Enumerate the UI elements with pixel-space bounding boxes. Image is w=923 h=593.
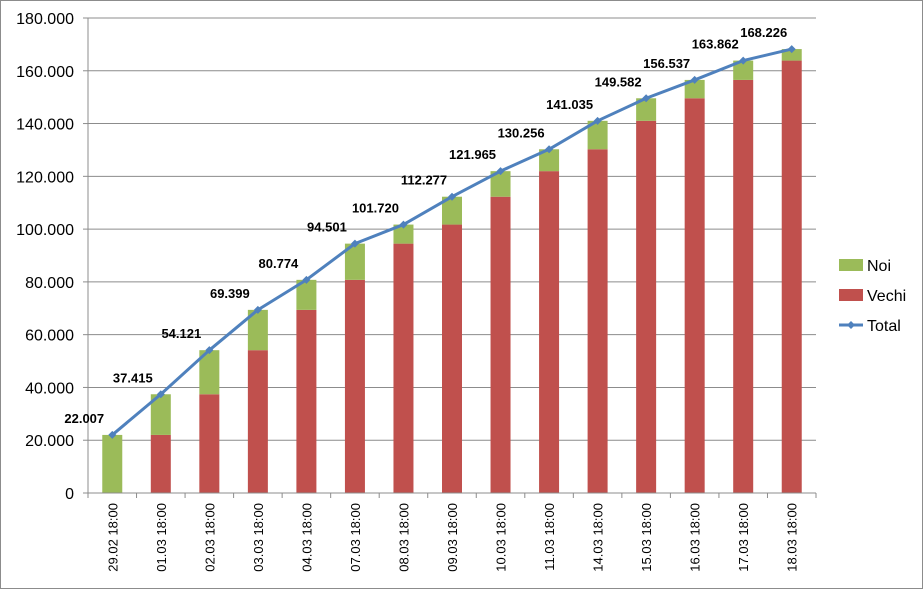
x-tick-label: 14.03 18:00 [591,503,606,572]
x-tick-label: 17.03 18:00 [736,503,751,572]
marker-total [205,346,214,355]
data-label: 94.501 [307,220,347,235]
x-tick-label: 04.03 18:00 [299,503,314,572]
legend-label-vechi: Vechi [867,288,906,305]
y-tick-label: 0 [65,486,74,503]
legend-marker-total [847,321,855,329]
bar-noi [247,309,268,351]
marker-total [399,220,408,229]
x-tick-label: 03.03 18:00 [251,503,266,572]
x-tick-label: 01.03 18:00 [154,503,169,572]
marker-total [302,275,311,284]
data-label: 54.121 [161,326,201,341]
data-label: 130.256 [498,125,545,140]
legend-swatch-noi [839,259,863,271]
bar-noi [733,60,754,80]
legend-label-total: Total [867,318,901,335]
bar-vechi [733,79,754,493]
data-label: 163.862 [692,37,739,52]
ticks-layer: 0 20.000 40.000 60.000 80.000 100.000 120.000 1… [16,11,800,572]
marker-total [448,192,456,201]
legend-label-noi: Noi [867,258,891,275]
x-tick-label: 07.03 18:00 [348,503,363,572]
bar-noi [684,79,705,99]
bar-noi [393,224,414,244]
y-tick-label: 100.000 [16,222,74,239]
legend: Noi Vechi Total [839,258,906,335]
marker-total [593,116,602,125]
y-tick-label: 40.000 [25,380,74,397]
bar-vechi [199,394,220,493]
marker-total [253,305,262,314]
bar-noi [636,98,657,121]
x-tick-label: 29.02 18:00 [105,503,120,572]
y-tick-label: 80.000 [25,275,74,292]
bar-vechi [247,350,268,493]
marker-total [350,239,359,248]
y-tick-label: 20.000 [25,433,74,450]
x-tick-label: 11.03 18:00 [542,503,557,571]
marker-total [108,430,117,439]
data-label: 112.277 [401,173,447,188]
data-label: 141.035 [546,97,593,112]
y-tick-label: 140.000 [16,117,74,134]
bar-noi [490,171,511,197]
x-tick-label: 10.03 18:00 [494,503,509,572]
x-tick-label: 18.03 18:00 [785,503,800,572]
data-label: 22.007 [64,411,104,426]
bar-vechi [539,171,560,493]
bar-vechi [442,224,462,494]
bar-noi [102,434,123,493]
data-label: 156.537 [643,56,690,71]
x-tick-label: 02.03 18:00 [202,503,217,572]
marker-total [156,390,165,399]
bar-noi [587,120,608,150]
bar-noi [781,49,802,61]
bar-vechi [587,149,608,493]
y-tick-label: 160.000 [16,64,74,81]
bar-vechi [636,120,657,493]
data-label: 69.399 [210,286,250,301]
data-label: 168.226 [740,25,787,40]
bar-noi [539,149,560,172]
legend-swatch-vechi [839,289,863,301]
data-label: 80.774 [259,256,300,271]
bar-noi [296,279,317,310]
bar-noi [199,350,220,395]
y-tick-label: 120.000 [16,169,74,186]
data-labels-layer: 22.007 37.415 54.121 69.399 80.774 94.501 101.… [64,25,787,426]
data-label: 37.415 [113,370,153,385]
y-tick-label: 60.000 [25,328,74,345]
data-label: 101.720 [352,201,399,216]
x-tick-label: 16.03 18:00 [688,503,703,572]
bar-noi [344,243,365,280]
total-line-layer [108,45,796,439]
x-tick-label: 09.03 18:00 [445,503,460,572]
marker-total [496,167,505,176]
marker-total [787,45,796,54]
marker-total [690,75,699,84]
marker-total [739,56,748,65]
x-tick-label: 15.03 18:00 [639,503,654,572]
bars-layer [102,49,802,494]
bar-noi [150,394,171,435]
y-tick-label: 180.000 [16,11,74,28]
bar-vechi [393,243,414,493]
bar-vechi [490,196,511,493]
bar-vechi [684,98,705,494]
data-label: 121.965 [449,147,496,162]
bar-noi [442,196,462,225]
bar-vechi [344,279,365,493]
data-label: 149.582 [595,74,642,89]
marker-total [642,94,651,103]
bar-vechi [781,60,802,493]
x-tick-label: 08.03 18:00 [396,503,411,572]
bar-vechi [296,309,317,493]
bar-vechi [150,434,171,493]
marker-total [545,145,554,154]
axes-layer [83,17,817,498]
